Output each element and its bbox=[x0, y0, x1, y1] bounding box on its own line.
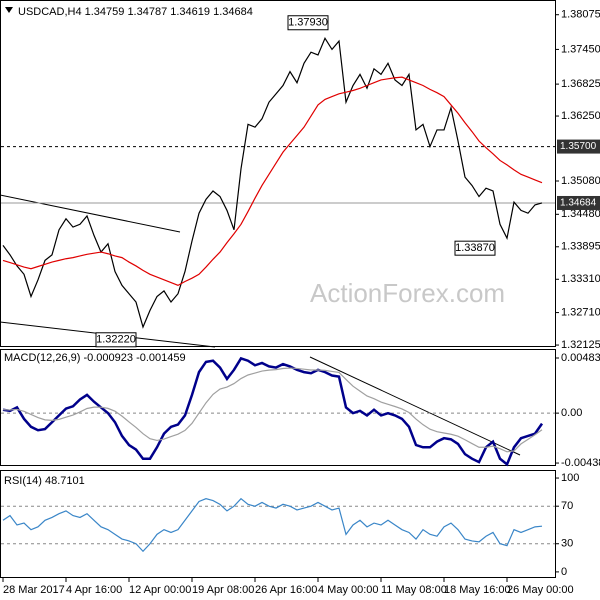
y-tick-label: 0 bbox=[561, 566, 567, 578]
x-tick-label: 4 May 00:00 bbox=[318, 584, 379, 596]
y-tick-label: 0.00 bbox=[561, 407, 582, 419]
series-line bbox=[2, 367, 543, 453]
frames bbox=[0, 0, 556, 578]
trendline bbox=[0, 194, 181, 233]
menu-icon bbox=[5, 7, 13, 13]
annotation-box bbox=[287, 15, 329, 31]
series-line bbox=[2, 356, 544, 467]
y-tick-label: 1.37450 bbox=[561, 43, 600, 55]
y-tick-label: 1.32125 bbox=[561, 339, 600, 351]
y-tick-label: 1.36825 bbox=[561, 78, 600, 90]
y-tick-label: 1.38075 bbox=[561, 9, 600, 21]
series-line bbox=[2, 76, 543, 287]
x-tick-label: 28 Mar 2017 bbox=[3, 584, 65, 596]
y-tick-label: 0.004839 bbox=[561, 352, 600, 364]
panel-title: MACD(12,26,9) -0.000923 -0.001459 bbox=[4, 352, 186, 364]
last-price-box bbox=[557, 195, 600, 210]
annotation-box bbox=[454, 240, 496, 256]
y-tick-label: -0.004381 bbox=[561, 457, 600, 469]
series-line bbox=[2, 497, 543, 553]
x-tick-label: 4 Apr 16:00 bbox=[66, 584, 122, 596]
price-frame bbox=[0, 0, 556, 347]
annotation-box bbox=[95, 332, 137, 348]
trendline bbox=[309, 356, 521, 456]
y-tick-label: 1.33895 bbox=[561, 241, 600, 253]
annotation-label: 1.33870 bbox=[455, 242, 495, 254]
watermark: ActionForex.com bbox=[310, 278, 505, 308]
y-tick-label: 100 bbox=[561, 472, 579, 484]
x-tick-label: 26 Apr 16:00 bbox=[255, 584, 317, 596]
y-tick-label: 70 bbox=[561, 500, 573, 512]
macd-frame bbox=[0, 349, 556, 466]
panel-title: RSI(14) 48.7101 bbox=[4, 475, 85, 487]
series-line bbox=[2, 37, 543, 329]
panel-title: USDCAD,H4 1.34759 1.34787 1.34619 1.3468… bbox=[18, 6, 253, 18]
level-box bbox=[557, 139, 600, 154]
annotation-label: 1.37930 bbox=[288, 17, 328, 29]
x-tick-label: 11 May 08:00 bbox=[381, 584, 447, 596]
x-tick-label: 26 May 00:00 bbox=[507, 584, 574, 596]
y-tick-label: 1.36250 bbox=[561, 110, 600, 122]
y-tick-label: 1.35080 bbox=[561, 175, 600, 187]
level-label: 1.35700 bbox=[560, 141, 597, 152]
last-price-label: 1.34684 bbox=[560, 198, 597, 209]
x-tick-label: 19 Apr 08:00 bbox=[192, 584, 254, 596]
rsi-frame bbox=[0, 470, 556, 578]
y-tick-label: 1.32710 bbox=[561, 306, 600, 318]
y-tick-label: 30 bbox=[561, 538, 573, 550]
annotation-label: 1.32220 bbox=[96, 334, 136, 346]
y-tick-label: 1.33310 bbox=[561, 273, 600, 285]
x-tick-label: 12 Apr 00:00 bbox=[129, 584, 191, 596]
x-tick-label: 18 May 16:00 bbox=[444, 584, 511, 596]
y-tick-label: 1.34480 bbox=[561, 208, 600, 220]
